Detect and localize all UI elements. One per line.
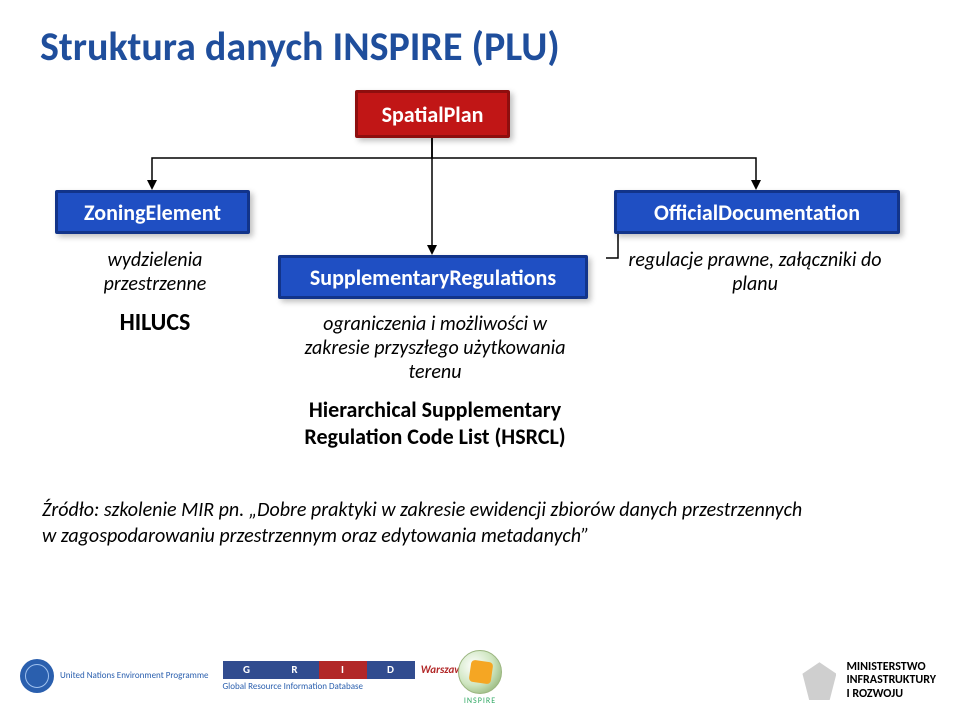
logo-inspire: INSPIRE <box>458 650 502 706</box>
label-regulacje: regulacje prawne, załączniki doplanu <box>600 248 910 296</box>
ministry-line3: I ROZWOJU <box>846 688 936 702</box>
footer: United Nations Environment Programme G R… <box>0 636 960 716</box>
source-line2: w zagospodarowaniu przestrzennym oraz ed… <box>42 524 922 548</box>
node-officialdocumentation: OfficialDocumentation <box>614 190 900 234</box>
grid-cell: G <box>223 661 271 679</box>
label-wydzielenia: wydzieleniaprzestrzenne <box>70 248 240 296</box>
node-zoningelement: ZoningElement <box>55 190 250 234</box>
unep-globe-icon <box>20 659 54 693</box>
unep-text: United Nations Environment Programme <box>60 671 209 681</box>
logo-grid: G R I D Warszawa Global Resource Informa… <box>223 661 475 692</box>
logo-ministry: MINISTERSTWO INFRASTRUKTURY I ROZWOJU <box>802 661 936 702</box>
label-ograniczenia: ograniczenia i możliwości wzakresie przy… <box>280 312 590 384</box>
node-spatialplan: SpatialPlan <box>355 90 510 138</box>
inspire-orb-icon <box>458 650 502 694</box>
label-hsrcl: Hierarchical SupplementaryRegulation Cod… <box>280 396 590 450</box>
inspire-label: INSPIRE <box>458 696 502 706</box>
label-hilucs: HILUCS <box>95 308 215 337</box>
grid-cell: I <box>319 661 367 679</box>
ministry-line2: INFRASTRUKTURY <box>846 674 936 688</box>
logo-unep: United Nations Environment Programme <box>20 659 209 693</box>
eagle-icon <box>802 662 836 700</box>
source-line1: Źródło: szkolenie MIR pn. „Dobre praktyk… <box>42 498 922 522</box>
grid-cell: R <box>271 661 319 679</box>
grid-sub: Global Resource Information Database <box>223 681 364 692</box>
ministry-line1: MINISTERSTWO <box>846 661 936 675</box>
grid-cell: D <box>367 661 415 679</box>
node-supplementaryregulations: SupplementaryRegulations <box>278 255 588 299</box>
page-title: Struktura danych INSPIRE (PLU) <box>40 22 560 71</box>
